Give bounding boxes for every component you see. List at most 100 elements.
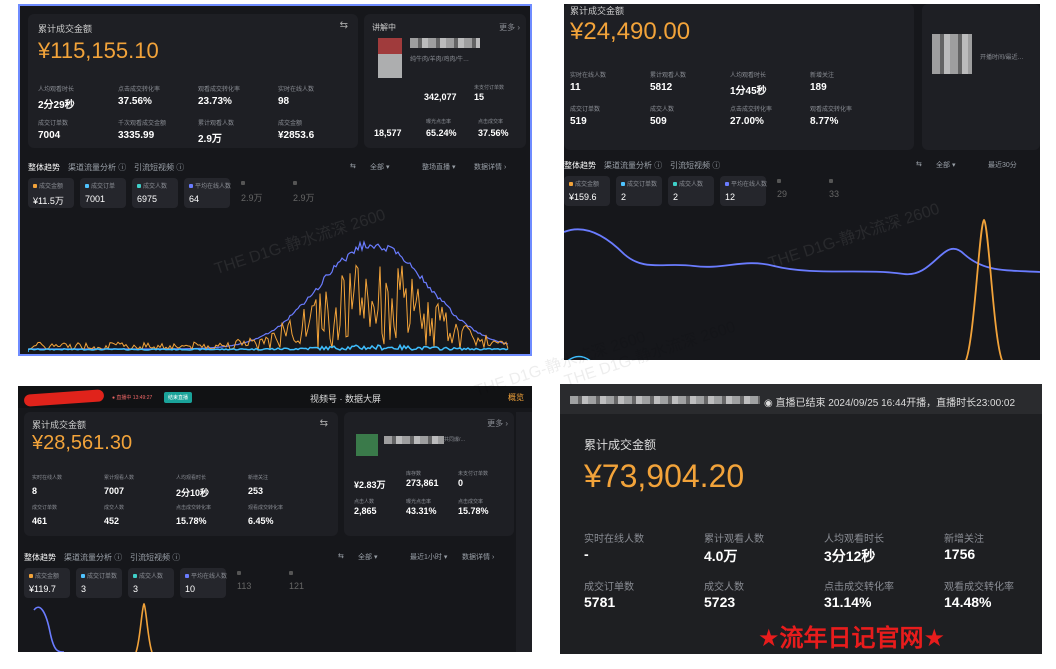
metric-card[interactable]: 成交订单数 2: [616, 176, 662, 206]
redacted-name: [23, 389, 105, 407]
tab-1[interactable]: 渠道流量分析 ⓘ: [604, 161, 663, 170]
tab-0[interactable]: 整体趋势: [564, 161, 596, 170]
tab-0[interactable]: 整体趋势: [24, 553, 56, 562]
trend-control[interactable]: 最近30分: [988, 162, 1017, 169]
trend-control[interactable]: 最近1小时 ▾: [410, 554, 448, 561]
tab-2[interactable]: 引流短视频 ⓘ: [134, 163, 185, 172]
side-stat-label: 曝光点击率: [406, 499, 432, 505]
side-stat-label: 点击成交率: [478, 119, 504, 125]
metric-label: 成交订单: [91, 184, 116, 190]
side-stat-label: 未支付订单数: [458, 471, 489, 477]
tab-1[interactable]: 渠道流量分析 ⓘ: [68, 163, 127, 172]
dashboard-panel-1: 累计成交金额 ⇆ ¥115,155.10 人均观看时长 2分29秒 点击成交转化率 3…: [18, 4, 532, 356]
tab-2[interactable]: 引流短视频 ⓘ: [670, 161, 721, 170]
filter-icon[interactable]: ⇆: [339, 20, 348, 31]
metric-value: 3: [81, 584, 87, 594]
metric-card[interactable]: 2.9万: [236, 178, 282, 208]
trend-control[interactable]: 数据详情 ›: [462, 554, 495, 561]
metric-value: 12: [725, 192, 736, 202]
metric-value: 121: [289, 581, 305, 591]
side-stat-value: 18,577: [374, 128, 402, 138]
metric-card[interactable]: 成交订单 7001: [80, 178, 126, 208]
metric-label: 成交金额: [39, 184, 64, 190]
metric-card[interactable]: 2.9万: [288, 178, 334, 208]
swap-icon[interactable]: ⇆: [916, 161, 922, 168]
metric-card[interactable]: 121: [284, 568, 330, 598]
stat-label: 实时在线人数: [584, 534, 644, 545]
tab-0[interactable]: 整体趋势: [28, 163, 60, 172]
overview-tab[interactable]: 概览: [508, 393, 524, 402]
tab-2[interactable]: 引流短视频 ⓘ: [130, 553, 181, 562]
side-product-card: 讲解中 更多 › 纯牛肉/羊肉/鸡肉/牛… 342,077 未支付订单数 15 18,…: [364, 14, 526, 148]
stat-value: 8.77%: [810, 116, 839, 127]
dashboard-panel-3: ● 直播中 13:49:27 结束直播 视频号 · 数据大屏 概览 累计成交金额…: [18, 386, 532, 652]
metric-card[interactable]: 成交金额 ¥119.7: [24, 568, 70, 598]
trend-control[interactable]: 整场直播 ▾: [422, 164, 456, 171]
stat-label: 新增关注: [248, 475, 269, 481]
trend-chart: [28, 240, 509, 352]
trend-control[interactable]: 全部 ▾: [936, 162, 956, 169]
side-stat-value: 2,865: [354, 506, 377, 516]
stat-label: 实时在线人数: [278, 87, 315, 93]
metric-card[interactable]: 成交订单数 3: [76, 568, 122, 598]
swap-icon[interactable]: ⇆: [338, 553, 344, 560]
stat-value: 3分12秒: [824, 548, 876, 564]
stat-value: 5812: [650, 82, 673, 93]
legend-swatch-icon: [241, 181, 245, 186]
trend-chart: [33, 602, 153, 652]
stat-label: 成交订单数: [32, 505, 58, 511]
metric-card[interactable]: 成交人数 3: [128, 568, 174, 598]
metric-card[interactable]: 113: [232, 568, 278, 598]
metric-card[interactable]: 成交人数 2: [668, 176, 714, 206]
stat-label: 人均观看时长: [824, 534, 884, 545]
stat-label: 点击成交转化率: [118, 87, 161, 93]
metric-value: 2.9万: [241, 193, 263, 203]
metric-card[interactable]: 平均在线人数 10: [180, 568, 227, 598]
filter-icon[interactable]: ⇆: [319, 418, 328, 429]
total-title: 累计成交金额: [570, 6, 625, 16]
stat-value: 31.14%: [824, 594, 872, 610]
side-stat-value: ¥2.83万: [354, 480, 386, 490]
metric-label: 成交人数: [139, 574, 164, 580]
more-link[interactable]: 更多 ›: [487, 419, 508, 428]
stat-value: 509: [650, 116, 667, 127]
side-caption: 开播时间/最近…: [980, 55, 1024, 61]
metric-label: 成交人数: [143, 184, 168, 190]
legend-swatch-icon: [189, 184, 193, 189]
stat-label: 人均观看时长: [176, 475, 207, 481]
swap-icon[interactable]: ⇆: [350, 163, 356, 170]
trend-control[interactable]: 全部 ▾: [358, 554, 378, 561]
end-live-button[interactable]: 结束直播: [164, 392, 193, 403]
right-strip: [516, 412, 532, 652]
stat-label: 观看成交转化率: [198, 87, 241, 93]
metric-card[interactable]: 成交金额 ¥11.5万: [28, 178, 74, 208]
product-thumbnail: [378, 38, 402, 78]
metric-card[interactable]: 成交人数 6975: [132, 178, 178, 208]
stat-value: 11: [570, 82, 581, 93]
metric-card[interactable]: 平均在线人数 64: [184, 178, 231, 208]
orders-series-line: [28, 343, 509, 352]
metric-card[interactable]: 成交金额 ¥159.6: [564, 176, 610, 206]
trend-control[interactable]: 数据详情 ›: [474, 164, 507, 171]
stat-value: 27.00%: [730, 116, 764, 127]
legend-swatch-icon: [137, 184, 141, 189]
stat-label: 观看成交转化率: [944, 582, 1014, 593]
metric-card[interactable]: 29: [772, 176, 818, 206]
metric-label: 成交金额: [575, 182, 600, 188]
metric-card[interactable]: 33: [824, 176, 870, 206]
stat-label: 千次观看成交金额: [118, 121, 167, 127]
metric-card[interactable]: 平均在线人数 12: [720, 176, 767, 206]
more-link[interactable]: 更多 ›: [499, 23, 520, 32]
legend-swatch-icon: [829, 179, 833, 184]
stat-value: 4.0万: [704, 548, 738, 564]
tab-1[interactable]: 渠道流量分析 ⓘ: [64, 553, 123, 562]
revenue-series-line: [135, 602, 153, 652]
total-amount: ¥73,904.20: [584, 458, 745, 494]
total-amount: ¥115,155.10: [38, 38, 159, 63]
side-stat-label: 未支付订单数: [474, 85, 505, 91]
legend-swatch-icon: [293, 181, 297, 186]
trend-control[interactable]: 全部 ▾: [370, 164, 390, 171]
side-stat-label: 点击人数: [354, 499, 375, 505]
side-stat-label: 曝光点击率: [426, 119, 452, 125]
trend-section: 整体趋势 渠道流量分析 ⓘ 引流短视频 ⓘ ⇆ 全部 ▾ 最近30分 成交金额 ¥159.6 成…: [564, 154, 1040, 360]
